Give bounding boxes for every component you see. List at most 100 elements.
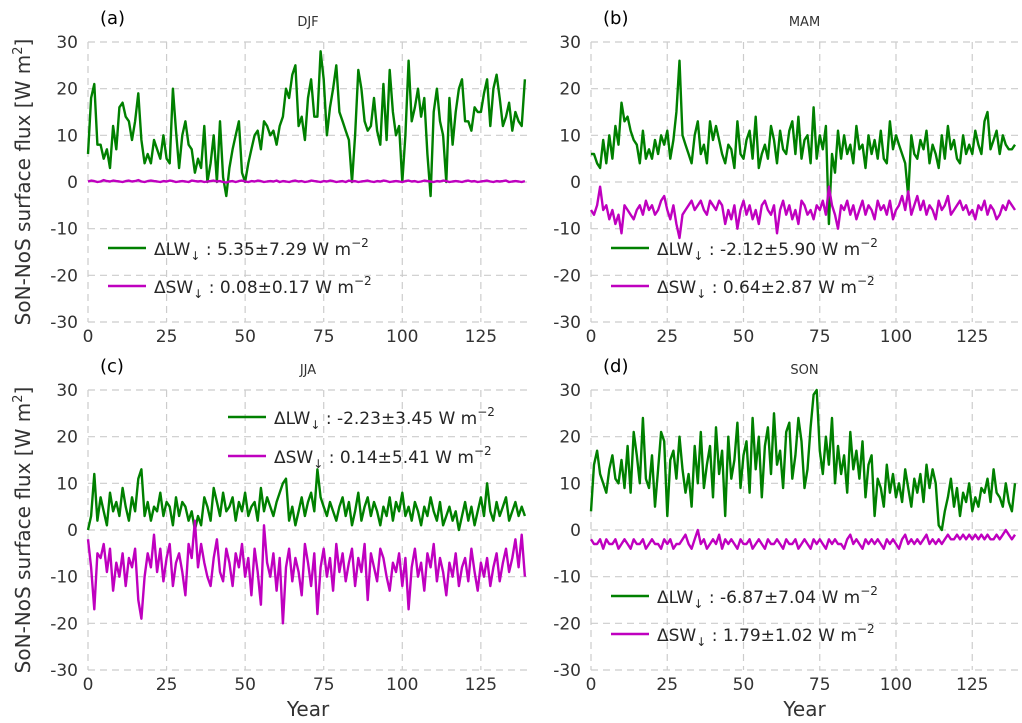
series-line-lw [86,468,527,532]
legend-stat: : 5.35±7.29 W m [200,240,351,260]
series-line-lw [589,388,1017,532]
x-tick-label: 100 [386,675,418,695]
y-tick-label: 10 [56,126,78,146]
x-axis-label: Year [286,697,330,721]
legend-entry: ΔSW↓ : 0.14±5.41 W m−2 [274,444,492,471]
x-tick-label: 0 [586,327,597,347]
x-tick-label: 25 [656,327,678,347]
series-line-sw [589,185,1017,240]
legend-superscript: −2 [857,274,875,288]
y-axis-label-close: ] [11,39,35,47]
y-tick-label: -10 [553,220,581,240]
x-tick-label: 50 [234,327,256,347]
y-tick-label: -10 [50,568,78,588]
y-tick-label: -30 [553,313,581,333]
legend-name: ΔSW [657,278,696,298]
y-tick-label: -30 [553,661,581,681]
y-tick-label: 10 [559,474,581,494]
y-tick-label: 0 [67,173,78,193]
y-tick-label: 0 [570,521,581,541]
y-axis-label-text: SoN-NoS surface flux [W m [11,403,35,674]
y-axis-label-text: SoN-NoS surface flux [W m [11,55,35,326]
legend-subscript: ↓ [696,287,706,301]
panel-title: MAM [789,15,820,30]
x-tick-label: 125 [465,327,497,347]
legend-subscript: ↓ [696,635,706,649]
panel-label: (b) [603,8,628,29]
x-axis-label: Year [782,697,826,721]
x-tick-label: 50 [234,675,256,695]
x-tick-label: 0 [83,675,94,695]
legend-entry: ΔLW↓ : 5.35±7.29 W m−2 [154,236,369,263]
y-tick-label: 10 [559,126,581,146]
y-tick-label: -10 [553,568,581,588]
legend-name: ΔLW [154,240,191,260]
x-tick-label: 125 [956,675,988,695]
panel-label: (d) [603,356,628,377]
y-tick-label: -20 [553,266,581,286]
x-tick-label: 125 [465,675,497,695]
legend-stat: : -2.23±3.45 W m [320,409,477,429]
legend-subscript: ↓ [190,249,200,263]
legend-subscript: ↓ [193,287,203,301]
x-tick-label: 50 [733,675,755,695]
series-line-sw [87,178,526,184]
x-tick-label: 50 [733,327,755,347]
x-tick-label: 125 [956,327,988,347]
panel-label: (c) [100,356,124,377]
y-tick-label: 30 [559,381,581,401]
series-line-sw [86,519,527,625]
legend-stat: : -2.12±5.90 W m [703,240,860,260]
x-tick-label: 100 [880,327,912,347]
panel-title: DJF [297,15,318,30]
x-tick-label: 75 [313,327,335,347]
y-tick-label: -20 [50,614,78,634]
x-tick-label: 75 [809,327,831,347]
x-tick-label: 0 [586,675,597,695]
legend-superscript: −2 [860,584,878,598]
legend-entry: ΔLW↓ : -2.12±5.90 W m−2 [657,236,878,263]
legend-superscript: −2 [857,622,875,636]
legend-superscript: −2 [860,236,878,250]
panel-title: SON [790,363,818,378]
x-tick-label: 100 [880,675,912,695]
legend-superscript: −2 [354,274,372,288]
legend-stat: : -6.87±7.04 W m [703,588,860,608]
y-tick-label: 20 [559,428,581,448]
x-tick-label: 0 [83,327,94,347]
series-line-sw [589,528,1016,550]
series-line-lw [86,50,527,198]
x-tick-label: 75 [313,675,335,695]
chart-panel-2: -30 -20 -10 0 10 20 30 0 25 50 75 100 125 MAM (b) ΔLW↓ … [553,8,1018,347]
legend-name: ΔSW [274,448,313,468]
legend-superscript: −2 [474,444,492,458]
y-axis-label-close: ] [11,387,35,395]
plot-area [591,42,1018,322]
panel-title: JJA [299,363,316,378]
legend-name: ΔLW [657,240,694,260]
legend-entry: ΔSW↓ : 0.08±0.17 W m−2 [154,274,372,301]
y-tick-label: -30 [50,313,78,333]
y-axis-label: SoN-NoS surface flux [W m2] [11,39,35,326]
legend-stat: : 0.08±0.17 W m [203,278,354,298]
y-tick-label: 20 [56,80,78,100]
y-tick-label: -20 [553,614,581,634]
x-tick-label: 25 [156,327,178,347]
legend-subscript: ↓ [313,457,323,471]
legend-name: ΔLW [274,409,311,429]
y-tick-label: 0 [570,173,581,193]
x-tick-label: 25 [156,675,178,695]
y-axis-label: SoN-NoS surface flux [W m2] [11,387,35,674]
x-tick-label: 75 [809,675,831,695]
legend-entry: ΔLW↓ : -2.23±3.45 W m−2 [274,405,495,432]
legend-name: ΔSW [657,626,696,646]
y-tick-label: -30 [50,661,78,681]
y-axis-label-sup: 2 [11,395,26,403]
chart-panel-1: -30 -20 -10 0 10 20 30 0 25 50 75 100 125 DJF (a) ΔLW↓ … [11,8,528,347]
panel-label: (a) [100,8,125,29]
